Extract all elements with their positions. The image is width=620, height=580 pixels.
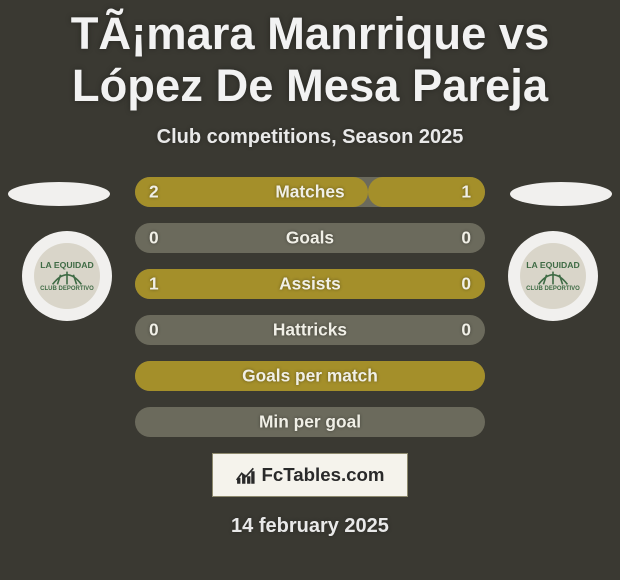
club-crest-right-inner: LA EQUIDAD CLUB DEPORTIVO: [520, 243, 586, 309]
crest-text-top: LA EQUIDAD: [40, 261, 94, 270]
stat-bar-row: 21Matches: [135, 177, 485, 207]
brand-box: FcTables.com: [212, 453, 408, 497]
crest-arc-icon: [50, 270, 84, 286]
stat-bars: 21Matches 00Goals 10Assists 00Hattricks Goal…: [135, 177, 485, 437]
club-crest-left: LA EQUIDAD CLUB DEPORTIVO: [22, 231, 112, 321]
stat-label: Assists: [135, 274, 485, 295]
stat-bar-row: Min per goal: [135, 407, 485, 437]
stat-bar-row: 00Goals: [135, 223, 485, 253]
stat-bar-row: 00Hattricks: [135, 315, 485, 345]
comparison-card: TÃ¡mara Manrrique vs López De Mesa Parej…: [0, 0, 620, 580]
club-crest-left-inner: LA EQUIDAD CLUB DEPORTIVO: [34, 243, 100, 309]
club-crest-right: LA EQUIDAD CLUB DEPORTIVO: [508, 231, 598, 321]
stat-label: Goals: [135, 228, 485, 249]
stat-bar-row: 10Assists: [135, 269, 485, 299]
page-title: TÃ¡mara Manrrique vs López De Mesa Parej…: [0, 0, 620, 112]
comparison-body: LA EQUIDAD CLUB DEPORTIVO LA EQUIDAD: [0, 177, 620, 538]
crest-arc-icon: [536, 270, 570, 286]
crest-text-bottom: CLUB DEPORTIVO: [40, 286, 94, 292]
decoration-ellipse-right: [510, 182, 612, 206]
brand-text: FcTables.com: [261, 464, 384, 486]
stat-label: Goals per match: [135, 366, 485, 387]
decoration-ellipse-left: [8, 182, 110, 206]
stat-bar-row: Goals per match: [135, 361, 485, 391]
stat-label: Min per goal: [135, 412, 485, 433]
stat-label: Hattricks: [135, 320, 485, 341]
stat-label: Matches: [135, 182, 485, 203]
page-subtitle: Club competitions, Season 2025: [0, 126, 620, 149]
footer-date: 14 february 2025: [0, 515, 620, 538]
crest-text-top: LA EQUIDAD: [526, 261, 580, 270]
brand-chart-icon: [235, 465, 255, 485]
crest-text-bottom: CLUB DEPORTIVO: [526, 286, 580, 292]
